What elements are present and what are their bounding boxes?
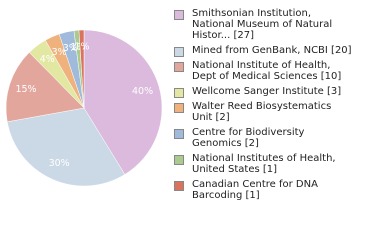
legend-swatch: [174, 129, 184, 139]
legend-item: Walter Reed Biosystematics Unit [2]: [172, 101, 377, 123]
legend-label: Walter Reed Biosystematics Unit [2]: [192, 101, 332, 123]
legend-item: Centre for Biodiversity Genomics [2]: [172, 127, 377, 149]
pie-slice: [83, 29, 163, 175]
pie-slice: [5, 52, 85, 123]
legend-swatch: [174, 155, 184, 165]
legend-item: Mined from GenBank, NCBI [20]: [172, 45, 377, 57]
slice-label: 40%: [132, 86, 153, 97]
legend-label: Smithsonian Institution, National Museum…: [192, 8, 333, 41]
legend-swatch: [174, 10, 184, 20]
legend-label: National Institute of Health, Dept of Me…: [192, 60, 342, 82]
legend-label: Wellcome Sanger Institute [3]: [192, 86, 342, 97]
legend: Smithsonian Institution, National Museum…: [172, 8, 377, 205]
legend-swatch: [174, 62, 184, 72]
slice-label: 3%: [52, 47, 67, 58]
slice-label: 30%: [49, 158, 70, 169]
slice-label: 1%: [71, 42, 86, 53]
legend-swatch: [174, 103, 184, 113]
slice-label: 3%: [63, 43, 78, 54]
legend-label: Mined from GenBank, NCBI [20]: [192, 45, 352, 56]
legend-item: Canadian Centre for DNA Barcoding [1]: [172, 179, 377, 201]
pie-slice: [6, 107, 126, 187]
legend-item: Wellcome Sanger Institute [3]: [172, 86, 377, 98]
legend-swatch: [174, 88, 184, 98]
legend-item: Smithsonian Institution, National Museum…: [172, 8, 377, 41]
legend-swatch: [174, 47, 184, 57]
legend-label: Centre for Biodiversity Genomics [2]: [192, 127, 305, 149]
legend-label: Canadian Centre for DNA Barcoding [1]: [192, 179, 318, 201]
chart: 40%30%15%4%3%3%1%1%: [5, 29, 163, 187]
slice-label: 4%: [40, 54, 55, 65]
legend-item: National Institute of Health, Dept of Me…: [172, 60, 377, 82]
legend-item: National Institutes of Health, United St…: [172, 153, 377, 175]
legend-swatch: [174, 181, 184, 191]
pie-slice: [78, 29, 85, 109]
slice-label: 15%: [15, 84, 36, 95]
legend-label: National Institutes of Health, United St…: [192, 153, 336, 175]
slice-label: 1%: [74, 42, 89, 53]
